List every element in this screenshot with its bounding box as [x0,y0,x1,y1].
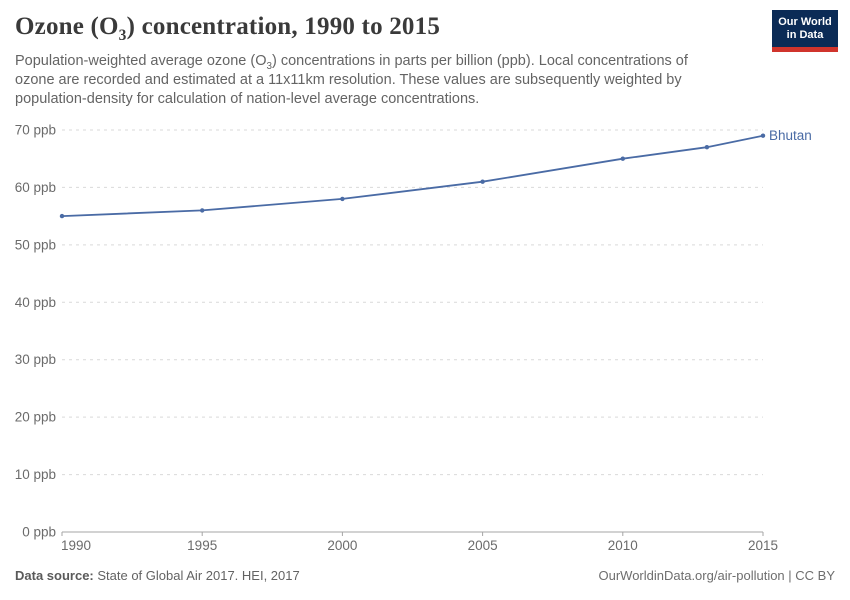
subtitle-line1: Population-weighted average ozone (O [15,53,267,69]
data-point-marker[interactable] [620,156,625,161]
data-point-marker[interactable] [200,208,205,213]
x-axis-tick-label: 1990 [61,538,91,553]
subtitle-line2: ozone are recorded and estimated at a 11… [15,72,682,88]
data-point-marker[interactable] [480,179,485,184]
series-line-bhutan[interactable] [61,134,764,217]
y-axis-tick-label: 20 ppb [15,410,56,425]
chart-subtitle: Population-weighted average ozone (O3) c… [15,52,775,109]
chart-footer: Data source: State of Global Air 2017. H… [15,568,835,583]
y-axis-tick-label: 10 ppb [15,467,56,482]
data-point-marker[interactable] [760,133,766,138]
subtitle-line1-end: ) concentrations in parts per billion (p… [271,53,688,69]
y-axis-tick-label: 60 ppb [15,180,56,195]
series-label-bhutan[interactable]: Bhutan [769,128,812,143]
data-source-label: Data source: [15,568,94,583]
owid-logo-line1: Our World [778,16,832,28]
chart-title-text: Ozone (O [15,13,119,40]
owid-logo-line2: in Data [786,29,824,41]
chart-title-text-end: ) concentration, 1990 to 2015 [126,13,441,40]
x-axis-tick-label: 2000 [327,538,357,553]
y-axis-tick-label: 50 ppb [15,237,56,252]
data-source-note: Data source: State of Global Air 2017. H… [15,568,300,583]
y-axis-tick-label: 70 ppb [15,123,56,138]
x-axis-tick-label: 1995 [187,538,217,553]
x-axis-tick-label: 2010 [608,538,638,553]
y-axis-tick-label: 0 ppb [22,525,56,540]
subtitle-subscript: 3 [266,60,272,72]
data-point-marker[interactable] [704,145,710,150]
chart-title-subscript: 3 [118,27,127,44]
x-axis-tick-label: 2005 [468,538,498,553]
subtitle-line3: population-density for calculation of na… [15,91,480,107]
owid-license-link[interactable]: OurWorldinData.org/air-pollution | CC BY [598,568,835,583]
y-axis-tick-label: 40 ppb [15,295,56,310]
owid-logo[interactable]: Our World in Data [772,10,838,52]
data-point-marker[interactable] [340,196,345,202]
x-axis-tick-label: 2015 [748,538,778,553]
data-point-marker[interactable] [59,213,65,219]
y-axis-tick-label: 30 ppb [15,352,56,367]
chart-title: Ozone (O3) concentration, 1990 to 2015 [15,12,441,44]
data-source-text: State of Global Air 2017. HEI, 2017 [93,568,300,583]
